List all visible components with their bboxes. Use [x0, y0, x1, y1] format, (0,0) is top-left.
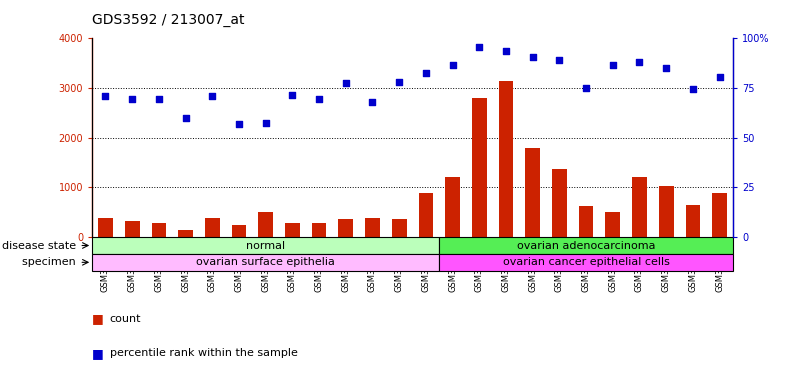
Bar — [439, 254, 733, 271]
Bar — [285, 223, 300, 237]
Point — [526, 54, 539, 60]
Bar — [339, 219, 353, 237]
Bar — [472, 98, 487, 237]
Point — [126, 96, 139, 103]
Point — [553, 57, 566, 63]
Point — [500, 48, 513, 54]
Point — [99, 93, 112, 99]
Point — [633, 59, 646, 65]
Point — [392, 79, 405, 85]
Point — [580, 84, 593, 91]
Bar — [552, 169, 567, 237]
Bar — [632, 177, 647, 237]
Bar — [205, 218, 219, 237]
Text: ■: ■ — [92, 347, 104, 360]
Point — [286, 91, 299, 98]
Bar — [231, 225, 247, 237]
Point — [660, 65, 673, 71]
Text: ■: ■ — [92, 312, 104, 325]
Bar — [392, 219, 406, 237]
Bar — [151, 223, 167, 237]
Bar — [659, 186, 674, 237]
Bar — [98, 218, 113, 237]
Bar — [125, 221, 139, 237]
Text: percentile rank within the sample: percentile rank within the sample — [110, 348, 298, 358]
Text: ovarian surface epithelia: ovarian surface epithelia — [196, 257, 335, 267]
Bar — [712, 194, 727, 237]
Point — [179, 115, 192, 121]
Bar — [579, 206, 594, 237]
Point — [713, 74, 726, 80]
Point — [606, 62, 619, 68]
Bar — [365, 218, 380, 237]
Point — [420, 70, 433, 76]
Bar — [419, 194, 433, 237]
Text: disease state: disease state — [2, 240, 79, 250]
Point — [232, 121, 245, 127]
Point — [686, 86, 699, 92]
Point — [340, 80, 352, 86]
Text: specimen: specimen — [22, 257, 79, 267]
Point — [206, 93, 219, 99]
Bar — [606, 212, 620, 237]
Bar — [686, 205, 700, 237]
Point — [260, 120, 272, 126]
Bar — [439, 237, 733, 254]
Bar — [179, 230, 193, 237]
Point — [152, 96, 165, 103]
Bar — [258, 212, 273, 237]
Point — [366, 99, 379, 105]
Bar — [525, 148, 540, 237]
Point — [312, 96, 325, 103]
Bar — [92, 254, 439, 271]
Text: count: count — [110, 314, 141, 324]
Point — [473, 44, 485, 50]
Bar — [445, 177, 460, 237]
Bar — [312, 223, 327, 237]
Text: normal: normal — [246, 240, 285, 250]
Text: ovarian adenocarcinoma: ovarian adenocarcinoma — [517, 240, 655, 250]
Point — [446, 62, 459, 68]
Text: GDS3592 / 213007_at: GDS3592 / 213007_at — [92, 13, 244, 27]
Bar — [498, 81, 513, 237]
Text: ovarian cancer epithelial cells: ovarian cancer epithelial cells — [503, 257, 670, 267]
Bar — [92, 237, 439, 254]
